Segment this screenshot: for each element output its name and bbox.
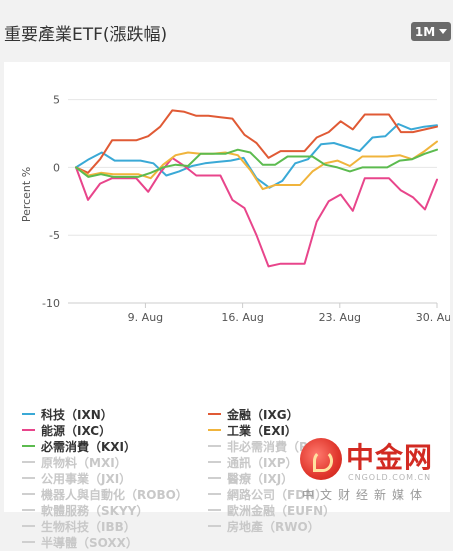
legend-swatch-icon [208,525,221,527]
y-axis-label: Percent % [20,167,33,222]
y-tick-label: -5 [49,229,60,242]
legend-swatch-icon [22,445,35,447]
caret-down-icon [439,29,448,34]
watermark: 中金网 CNGOLD.COM.CN 中文财经新媒体 [300,436,450,506]
legend-item[interactable]: 生物科技（IBB） [22,518,136,534]
line-chart: 5 0 -5 -10 Percent % 9. Aug 16. Aug 23. Aug 30. … [20,94,450,324]
legend-item[interactable]: 必需消費（KXI） [22,438,136,454]
legend-swatch-icon [22,429,35,431]
header: 重要產業ETF(漲跌幅) 1M [0,0,453,62]
legend-item[interactable]: 機器人與自動化（ROBO） [22,486,188,502]
watermark-brand-cn: 中金网 [346,441,434,474]
watermark-brand-en: CNGOLD.COM.CN [348,473,432,482]
legend-label: 工業（EXI） [227,423,297,438]
brand-logo-icon [300,438,342,480]
legend-item[interactable]: 金融（IXG） [208,406,299,422]
legend-swatch-icon [208,493,221,495]
series-line-2 [75,156,438,268]
legend-label: 軟體服務（SKYY） [41,503,149,518]
y-tick-label: -10 [42,297,60,310]
y-tick-label: 5 [53,94,60,107]
legend-label: 房地產（RWO） [227,519,320,534]
y-tick-label: 0 [53,161,60,174]
legend-item[interactable]: 半導體（SOXX） [22,534,138,550]
x-tick-label: 9. Aug [128,311,163,324]
x-tick-label: 30. Aug [416,311,450,324]
legend-item[interactable]: 網路公司（FDN） [208,486,327,502]
legend-label: 公用事業（JXI） [41,471,132,486]
legend-item[interactable]: 原物料（MXI） [22,454,127,470]
range-label: 1M [414,24,436,39]
page-title: 重要產業ETF(漲跌幅) [4,25,168,45]
legend-label: 科技（IXN） [41,407,113,422]
legend-label: 必需消費（KXI） [41,439,137,454]
legend-swatch-icon [208,413,221,415]
watermark-tagline: 中文财经新媒体 [302,488,429,502]
chart-card: 5 0 -5 -10 Percent % 9. Aug 16. Aug 23. Aug 30. … [4,62,450,550]
series-line-3 [75,140,438,191]
legend-label: 醫療（IXJ） [227,471,294,486]
legend-label: 機器人與自動化（ROBO） [41,487,188,502]
legend-swatch-icon [22,477,35,479]
legend-swatch-icon [22,461,35,463]
legend-label: 原物料（MXI） [41,455,127,470]
legend-label: 半導體（SOXX） [41,535,138,550]
legend-item[interactable]: 醫療（IXJ） [208,470,293,486]
legend-item[interactable]: 工業（EXI） [208,422,297,438]
legend-swatch-icon [208,461,221,463]
legend-swatch-icon [22,493,35,495]
legend-label: 生物科技（IBB） [41,519,136,534]
legend-label: 能源（IXC） [41,423,112,438]
legend-item[interactable]: 軟體服務（SKYY） [22,502,148,518]
legend-item[interactable]: 科技（IXN） [22,406,113,422]
legend-swatch-icon [208,477,221,479]
legend-label: 網路公司（FDN） [227,487,328,502]
legend-swatch-icon [22,525,35,527]
range-dropdown-button[interactable]: 1M [411,22,451,41]
legend-label: 通訊（IXP） [227,455,298,470]
legend-item[interactable]: 房地產（RWO） [208,518,320,534]
legend-label: 金融（IXG） [227,407,299,422]
legend-item[interactable]: 通訊（IXP） [208,454,298,470]
legend-swatch-icon [22,509,35,511]
legend-swatch-icon [22,413,35,415]
x-tick-label: 23. Aug [319,311,361,324]
legend-item[interactable]: 能源（IXC） [22,422,111,438]
series-line-1 [75,109,438,174]
legend-swatch-icon [208,429,221,431]
series-line-4 [75,148,438,178]
x-tick-label: 16. Aug [221,311,263,324]
legend-swatch-icon [22,541,35,543]
legend-item[interactable]: 公用事業（JXI） [22,470,131,486]
legend-swatch-icon [208,445,221,447]
legend-swatch-icon [208,509,221,511]
